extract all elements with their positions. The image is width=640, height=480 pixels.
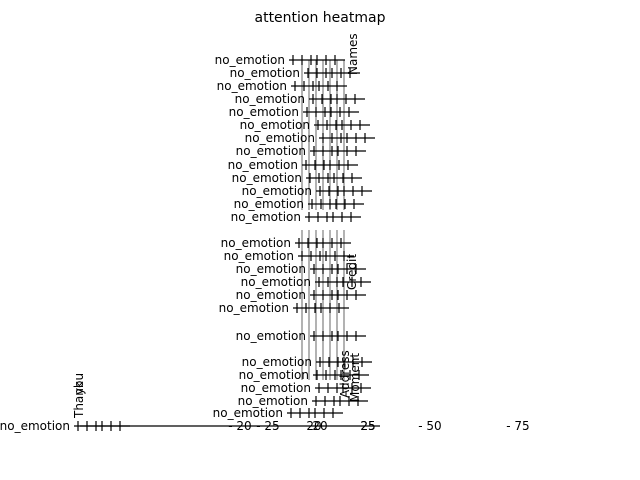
column-label: Thank [72, 381, 86, 419]
column-label: Credit [345, 254, 359, 290]
row-label: no_emotion [236, 329, 306, 343]
row-label: no_emotion [245, 131, 315, 145]
row-label: no_emotion [238, 394, 308, 408]
row-label: no_emotion [236, 288, 306, 302]
row-label: no_emotion [235, 92, 305, 106]
row-label: no_emotion [232, 171, 302, 185]
column-label: you [72, 373, 86, 395]
row-label: no_emotion [217, 79, 287, 93]
chart-title: attention heatmap [255, 10, 386, 26]
column-label: Address [338, 350, 352, 398]
row-label: no_emotion [241, 381, 311, 395]
row-label: no_emotion [239, 368, 309, 382]
row-label: no_emotion [236, 262, 306, 276]
row-label: no_emotion [221, 236, 291, 250]
row-label: no_emotion [215, 53, 285, 67]
row-label: no_emotion [228, 158, 298, 172]
row-label: no_emotion [231, 210, 301, 224]
row-label: no_emotion [236, 144, 306, 158]
x-tick-label: - 75 [506, 419, 529, 433]
row-labels: no_emotionno_emotionno_emotionno_emotion… [0, 53, 315, 433]
row-label: no_emotion [213, 406, 283, 420]
row-label: no_emotion [224, 249, 294, 263]
row-label: no_emotion [240, 118, 310, 132]
row-label: no_emotion [229, 105, 299, 119]
row-label: no_emotion [219, 301, 289, 315]
row-label: no_emotion [241, 275, 311, 289]
row-label: no_emotion [234, 197, 304, 211]
row-label: no_emotion [242, 184, 312, 198]
row-label: no_emotion [0, 419, 70, 433]
column-label: Names [346, 33, 360, 75]
row-label: no_emotion [230, 66, 300, 80]
column-label: Moment [348, 353, 362, 402]
row-label: no_emotion [242, 355, 312, 369]
x-tick-label: - 50 [418, 419, 441, 433]
